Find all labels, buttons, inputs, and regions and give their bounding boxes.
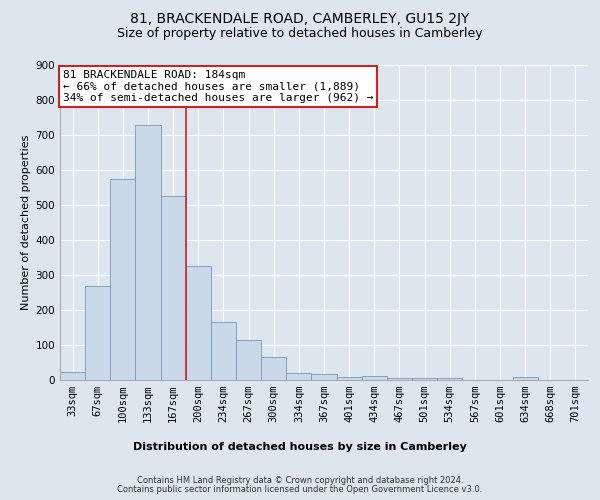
Bar	[85, 286, 110, 380]
Bar	[136, 124, 161, 380]
Bar	[437, 378, 462, 380]
Text: Contains HM Land Registry data © Crown copyright and database right 2024.: Contains HM Land Registry data © Crown c…	[137, 476, 463, 485]
Bar	[236, 340, 261, 380]
Bar	[387, 378, 412, 380]
Bar	[512, 377, 538, 380]
Bar	[161, 196, 186, 380]
Bar	[186, 266, 211, 380]
Bar	[286, 373, 311, 380]
Bar	[60, 372, 85, 380]
Y-axis label: Number of detached properties: Number of detached properties	[22, 135, 31, 310]
Text: Size of property relative to detached houses in Camberley: Size of property relative to detached ho…	[117, 28, 483, 40]
Bar	[211, 322, 236, 380]
Bar	[261, 357, 286, 380]
Bar	[311, 374, 337, 380]
Text: 81 BRACKENDALE ROAD: 184sqm
← 66% of detached houses are smaller (1,889)
34% of : 81 BRACKENDALE ROAD: 184sqm ← 66% of det…	[62, 70, 373, 103]
Bar	[362, 376, 387, 380]
Bar	[337, 376, 362, 380]
Text: Distribution of detached houses by size in Camberley: Distribution of detached houses by size …	[133, 442, 467, 452]
Text: 81, BRACKENDALE ROAD, CAMBERLEY, GU15 2JY: 81, BRACKENDALE ROAD, CAMBERLEY, GU15 2J…	[130, 12, 470, 26]
Bar	[412, 378, 437, 380]
Bar	[110, 179, 136, 380]
Text: Contains public sector information licensed under the Open Government Licence v3: Contains public sector information licen…	[118, 485, 482, 494]
